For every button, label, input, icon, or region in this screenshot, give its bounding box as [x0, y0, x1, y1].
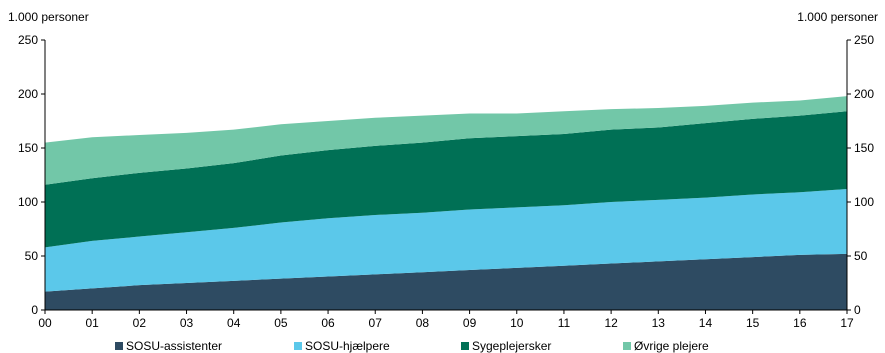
- x-tick-label: 12: [604, 316, 618, 330]
- left-y-tick-label: 200: [18, 87, 38, 101]
- x-tick-label: 08: [416, 316, 430, 330]
- legend-label-3: Sygeplejersker: [472, 339, 551, 353]
- area-layers: [45, 96, 847, 310]
- legend: SOSU-assistenter SOSU-hjælpere Sygeplejers…: [115, 339, 709, 353]
- x-tick-label: 02: [133, 316, 147, 330]
- x-tick-label: 10: [510, 316, 524, 330]
- right-y-tick-label: 0: [854, 303, 861, 317]
- x-tick-label: 05: [274, 316, 288, 330]
- x-tick-label: 11: [558, 316, 571, 330]
- right-y-tick-label: 250: [854, 33, 874, 47]
- legend-label-1: SOSU-assistenter: [126, 339, 222, 353]
- area-series-2: [45, 189, 847, 292]
- right-y-tick-label: 200: [854, 87, 874, 101]
- x-tick-label: 00: [38, 316, 52, 330]
- left-y-tick-label: 150: [18, 141, 38, 155]
- x-tick-label: 09: [463, 316, 477, 330]
- area-series-4: [45, 96, 847, 185]
- right-unit-label: 1.000 personer: [797, 10, 878, 24]
- x-tick-label: 03: [180, 316, 194, 330]
- x-tick-label: 17: [840, 316, 854, 330]
- legend-swatch-2: [294, 342, 302, 350]
- legend-swatch-4: [623, 342, 631, 350]
- left-y-tick-label: 100: [18, 195, 38, 209]
- legend-swatch-1: [115, 342, 123, 350]
- left-y-tick-label: 250: [18, 33, 38, 47]
- x-tick-label: 06: [321, 316, 335, 330]
- legend-label-2: SOSU-hjælpere: [305, 339, 390, 353]
- x-tick-label: 13: [652, 316, 666, 330]
- area-series-1: [45, 253, 847, 310]
- area-series-3: [45, 111, 847, 248]
- left-unit-label: 1.000 personer: [8, 10, 89, 24]
- x-tick-label: 01: [85, 316, 99, 330]
- right-y-tick-label: 100: [854, 195, 874, 209]
- legend-label-4: Øvrige plejere: [634, 339, 709, 353]
- right-y-tick-label: 50: [854, 249, 868, 263]
- right-y-tick-label: 150: [854, 141, 874, 155]
- x-tick-label: 04: [227, 316, 241, 330]
- x-tick-label: 07: [369, 316, 383, 330]
- left-y-tick-label: 0: [31, 303, 38, 317]
- x-tick-label: 15: [746, 316, 760, 330]
- left-y-tick-label: 50: [25, 249, 39, 263]
- legend-swatch-3: [461, 342, 469, 350]
- x-tick-label: 14: [699, 316, 713, 330]
- x-tick-label: 16: [793, 316, 807, 330]
